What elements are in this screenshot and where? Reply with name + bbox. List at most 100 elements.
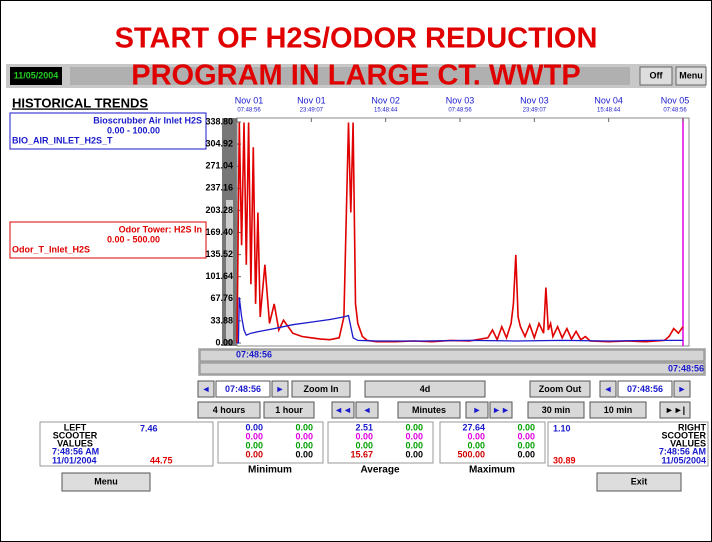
- button[interactable]: [617, 380, 673, 398]
- stats-heading: Minimum: [248, 465, 292, 476]
- stats-value: 0.00: [295, 431, 313, 441]
- button[interactable]: [659, 401, 691, 419]
- pen-value: 30.89: [553, 455, 576, 465]
- toolbar-date: 11/05/2004: [14, 70, 59, 80]
- y-tick-label: 101.64: [205, 271, 233, 281]
- stats-value: 0.00: [245, 422, 263, 432]
- stats-value: 0.00: [467, 431, 485, 441]
- y-tick-label: 0.00: [215, 337, 233, 347]
- date-box: [10, 67, 62, 85]
- stats-value: 0.00: [295, 449, 313, 459]
- pen-value: 44.75: [150, 455, 173, 465]
- pen-box[interactable]: [9, 112, 207, 150]
- button[interactable]: [527, 401, 585, 419]
- button[interactable]: [291, 380, 351, 398]
- y-tick-label: 33.88: [210, 315, 233, 325]
- x-tick-label: 23:49:07: [300, 108, 324, 114]
- button[interactable]: [599, 380, 617, 398]
- scrollbar[interactable]: [199, 362, 705, 375]
- button-label: ◄: [363, 405, 372, 415]
- button[interactable]: [61, 472, 151, 492]
- stats-heading: Maximum: [469, 465, 515, 476]
- stats-value: 0.00: [517, 440, 535, 450]
- scale-thumb: [226, 200, 233, 340]
- button[interactable]: [673, 380, 691, 398]
- button[interactable]: [639, 66, 673, 86]
- scooter-label: VALUES: [670, 438, 706, 448]
- scooter-date: 11/01/2004: [52, 455, 97, 465]
- button-label: ►►: [492, 405, 510, 415]
- x-tick-label: Nov 05: [661, 95, 690, 105]
- stats-value: 0.00: [355, 440, 373, 450]
- button-label: ►: [678, 384, 687, 394]
- button[interactable]: [589, 401, 647, 419]
- button-label: 4d: [420, 384, 431, 394]
- stats-box: [217, 421, 324, 464]
- button-label: 07:48:56: [627, 384, 663, 394]
- button[interactable]: [215, 380, 271, 398]
- button[interactable]: [465, 401, 489, 419]
- button-label: ►►|: [665, 405, 685, 415]
- button-label: Exit: [631, 476, 648, 486]
- x-tick-label: 15:48:44: [597, 108, 621, 114]
- button[interactable]: [397, 401, 461, 419]
- pen-range: 0.00 - 500.00: [107, 234, 160, 244]
- button[interactable]: [675, 66, 707, 86]
- stats-value: 0.00: [517, 422, 535, 432]
- stats-value: 500.00: [457, 449, 485, 459]
- button[interactable]: [197, 401, 261, 419]
- stats-value: 0.00: [405, 431, 423, 441]
- button-label: 10 min: [604, 405, 633, 415]
- button[interactable]: [331, 401, 355, 419]
- stats-value: 0.00: [245, 449, 263, 459]
- x-tick-label: 07:48:56: [237, 108, 261, 114]
- button[interactable]: [489, 401, 513, 419]
- stats-value: 0.00: [405, 440, 423, 450]
- button[interactable]: [271, 380, 289, 398]
- pen-box[interactable]: [9, 221, 207, 259]
- stats-value: 0.00: [517, 431, 535, 441]
- stats-value: 0.00: [245, 431, 263, 441]
- scroll-time: 07:48:56: [236, 349, 272, 359]
- stats-value: 0.00: [517, 449, 535, 459]
- button-label: ◄: [604, 384, 613, 394]
- panel-title: HISTORICAL TRENDS: [12, 95, 148, 110]
- x-tick-label: Nov 03: [446, 95, 475, 105]
- button[interactable]: [529, 380, 591, 398]
- x-tick-label: 07:48:56: [663, 108, 687, 114]
- pen-name: Bioscrubber Air Inlet H2S: [93, 115, 202, 125]
- scrollbar[interactable]: [199, 349, 705, 362]
- button-label: ◄◄: [334, 405, 352, 415]
- button[interactable]: [197, 380, 215, 398]
- stats-box: [327, 421, 434, 464]
- button-label: Zoom In: [304, 384, 339, 394]
- button[interactable]: [596, 472, 682, 492]
- button[interactable]: [263, 401, 315, 419]
- stats-value: 0.00: [405, 449, 423, 459]
- y-tick-label: 271.04: [205, 161, 233, 171]
- pen-value: 7.46: [140, 423, 158, 433]
- x-tick-label: 15:48:44: [374, 108, 398, 114]
- scooter-label: SCOOTER: [53, 430, 98, 440]
- stats-value: 2.51: [355, 422, 373, 432]
- stats-value: 0.00: [355, 431, 373, 441]
- pen-range: 0.00 - 100.00: [107, 125, 160, 135]
- pen-name: Odor Tower: H2S In: [119, 224, 202, 234]
- button-label: Zoom Out: [539, 384, 582, 394]
- button-label: 1 hour: [275, 405, 303, 415]
- button-label: Menu: [679, 70, 703, 80]
- scooter-label: SCOOTER: [661, 430, 706, 440]
- button-label: Menu: [94, 476, 118, 486]
- x-tick-label: 23:49:07: [523, 108, 547, 114]
- button-label: Minutes: [412, 405, 446, 415]
- y-tick-label: 169.40: [205, 227, 233, 237]
- stats-value: 27.64: [462, 422, 485, 432]
- x-tick-label: Nov 01: [297, 95, 326, 105]
- scooter-time: 7:48:56 AM: [659, 446, 706, 456]
- button[interactable]: [364, 380, 486, 398]
- button-label: 07:48:56: [225, 384, 261, 394]
- trend-line: [237, 297, 683, 344]
- button[interactable]: [355, 401, 379, 419]
- button-label: ◄: [202, 384, 211, 394]
- y-tick-label: 135.52: [205, 249, 233, 259]
